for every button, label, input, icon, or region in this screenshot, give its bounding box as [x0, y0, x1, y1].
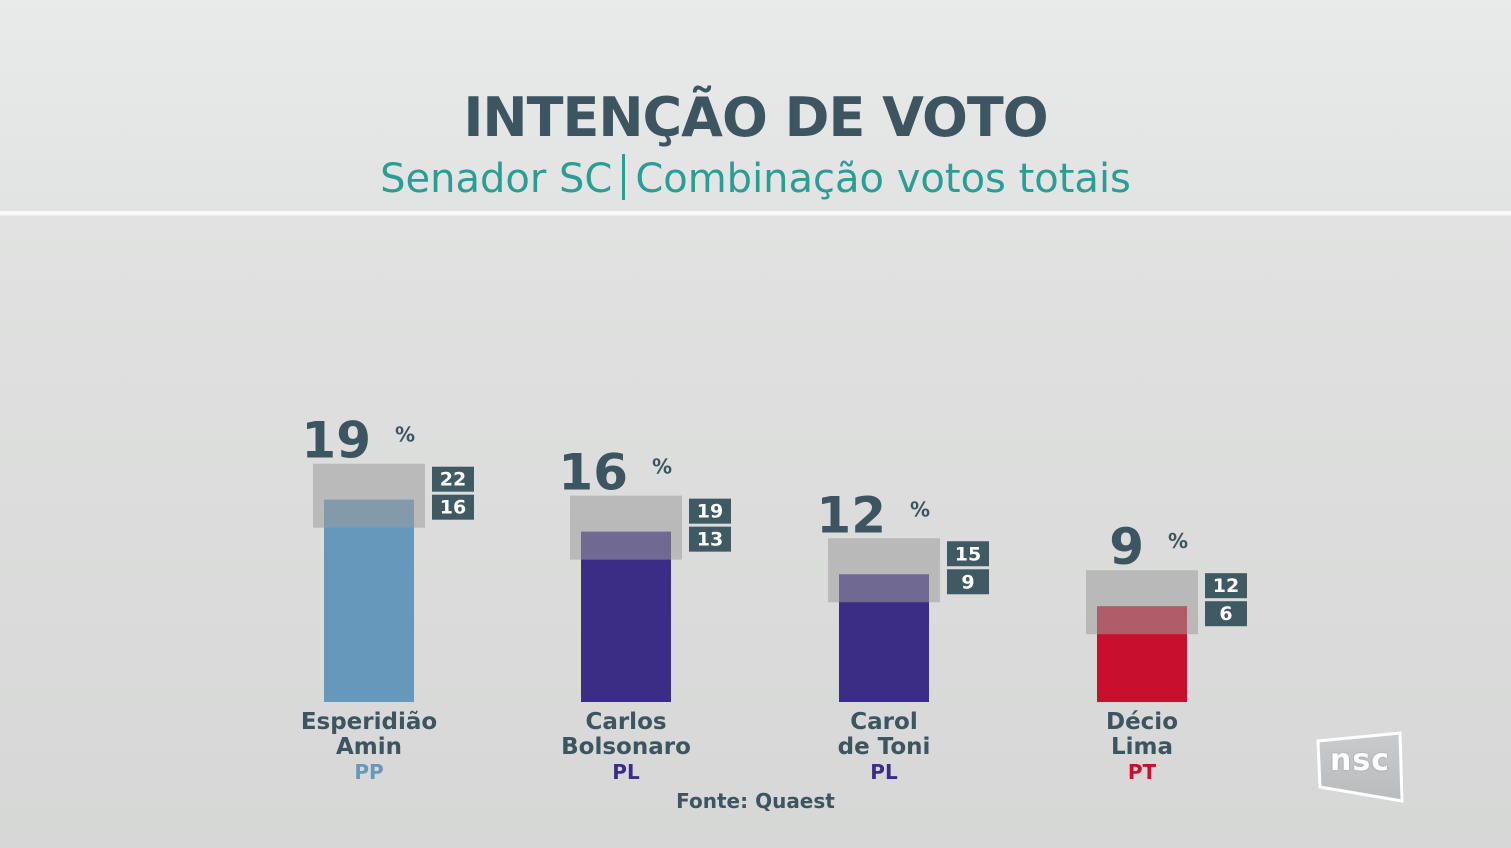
party-label: PL — [870, 760, 898, 784]
candidate-name-line2: Amin — [336, 734, 402, 760]
range-high-badge-text: 19 — [697, 501, 723, 523]
range-high-badge-text: 15 — [955, 543, 981, 565]
value-label: 9 — [1109, 518, 1144, 576]
nsc-logo: nsc — [1316, 731, 1404, 805]
value-label: 19 — [301, 412, 371, 470]
margin-of-error-box — [313, 463, 425, 528]
candidate-name-line1: Esperidião — [301, 709, 437, 735]
party-label: PT — [1128, 760, 1157, 784]
percent-sign: % — [1168, 529, 1188, 553]
chart-title: INTENÇÃO DE VOTO — [463, 86, 1048, 149]
percent-sign: % — [395, 423, 415, 447]
candidate-name-line1: Décio — [1106, 709, 1178, 735]
range-low-badge-text: 16 — [440, 497, 466, 519]
percent-sign: % — [910, 497, 930, 521]
margin-of-error-box — [828, 538, 940, 603]
candidate-name-line2: Lima — [1111, 734, 1173, 760]
header-divider — [0, 211, 1511, 217]
range-low-badge — [1205, 601, 1247, 627]
value-label: 12 — [816, 486, 886, 544]
range-high-badge — [947, 541, 989, 567]
range-low-badge-text: 6 — [1219, 603, 1232, 625]
bar — [324, 499, 414, 702]
candidate-name-line2: Bolsonaro — [561, 734, 691, 760]
subtitle-right: Combinação votos totais — [635, 156, 1131, 202]
value-label: 16 — [558, 444, 628, 502]
range-low-badge — [432, 494, 474, 520]
subtitle-left: Senador SC — [380, 156, 613, 202]
percent-sign: % — [652, 455, 672, 479]
logo-badge-shape — [1316, 731, 1404, 803]
candidate-name-line1: Carlos — [585, 709, 666, 735]
range-low-badge — [947, 569, 989, 595]
candidate-name-line1: Carol — [850, 709, 917, 735]
party-label: PL — [612, 760, 640, 784]
range-high-badge — [689, 498, 731, 524]
source-note: Fonte: Quaest — [676, 789, 835, 813]
range-low-badge-text: 13 — [697, 529, 723, 551]
chart-subtitle: Senador SC Combinação votos totais — [0, 154, 1511, 202]
candidate-name-line2: de Toni — [838, 734, 931, 760]
range-high-badge-text: 12 — [1213, 575, 1239, 597]
range-high-badge — [1205, 573, 1247, 599]
bar — [581, 531, 671, 702]
margin-of-error-box — [570, 495, 682, 560]
range-high-badge — [432, 466, 474, 492]
margin-of-error-box — [1086, 570, 1198, 635]
header-band — [0, 0, 1511, 212]
subtitle-separator — [622, 154, 626, 200]
range-low-badge — [689, 526, 731, 552]
range-high-badge-text: 22 — [440, 469, 466, 491]
logo-text: nsc — [1330, 743, 1390, 778]
party-label: PP — [354, 760, 383, 784]
range-low-badge-text: 9 — [961, 571, 974, 593]
